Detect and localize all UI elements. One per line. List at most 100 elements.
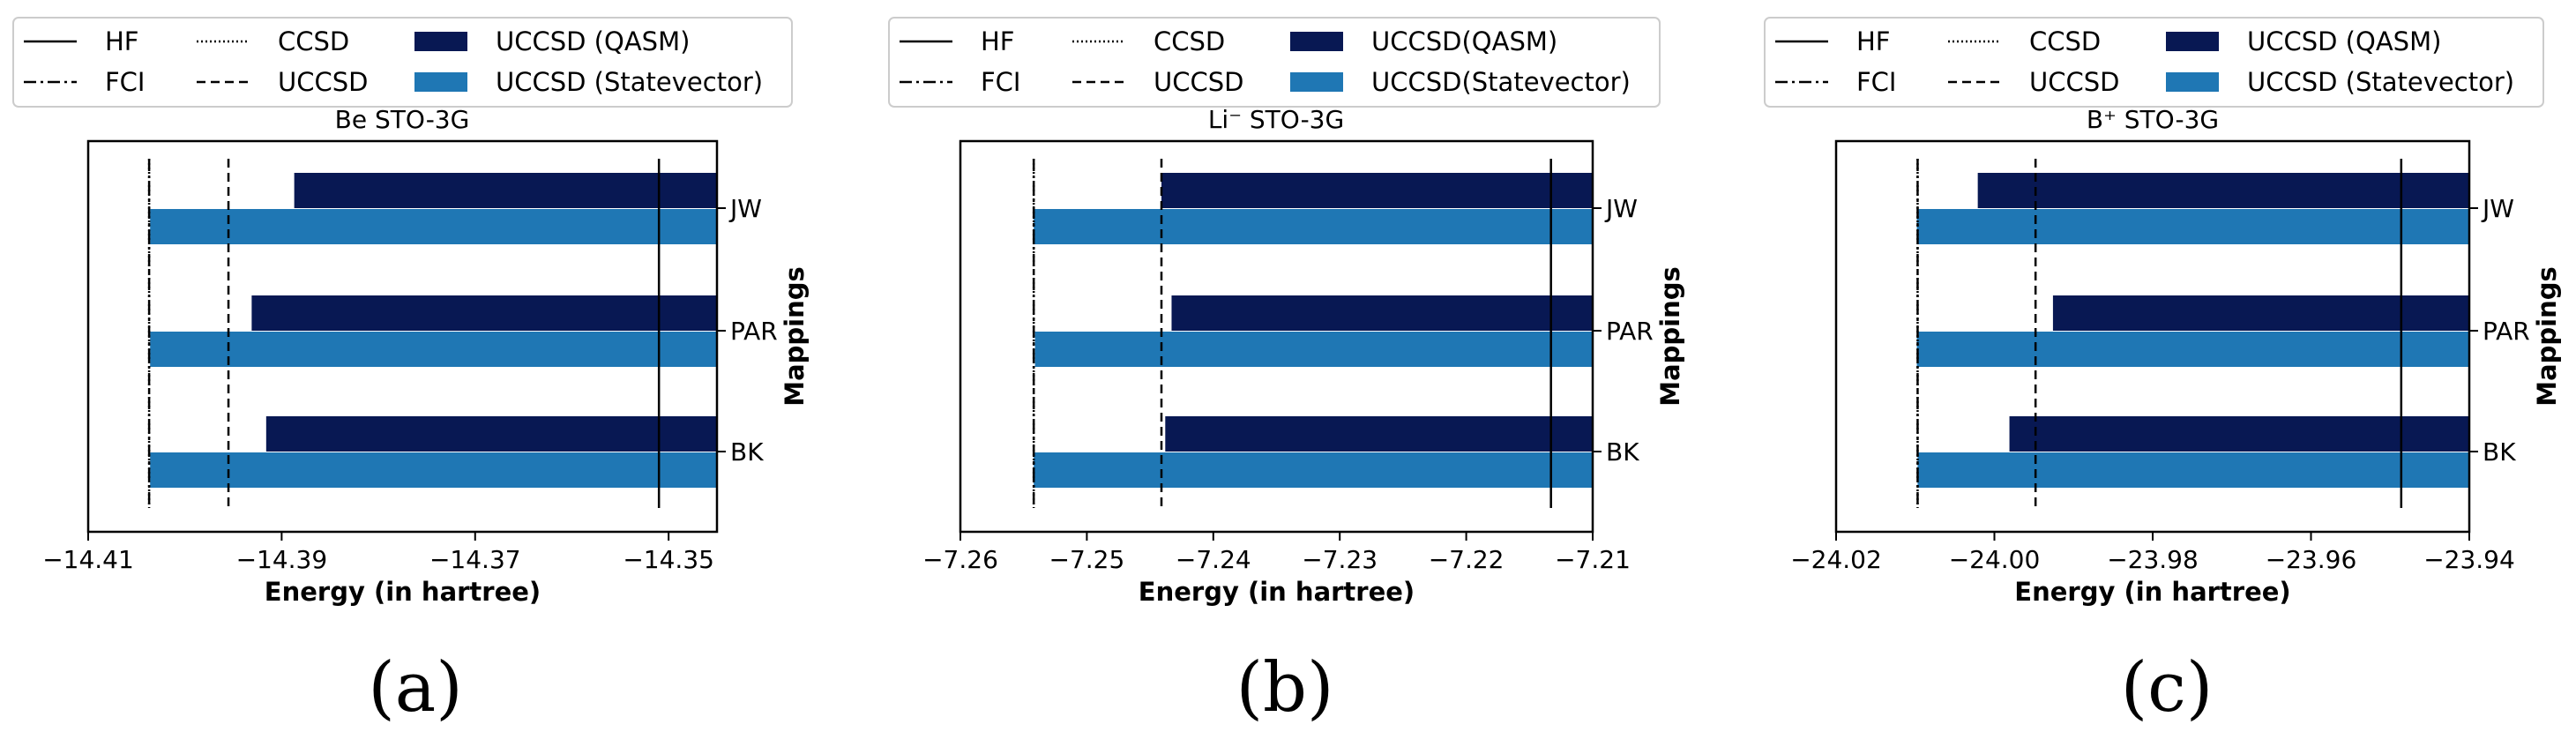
legend-entry-uccsd: UCCSD [197,67,368,97]
bar-statevector-bk [1034,452,1593,488]
legend-label-qasm: UCCSD(QASM) [1371,26,1557,56]
legend: HF FCI CCSD UCCSD UCCSD(QASM) UCCSD(Statevect… [888,17,1661,108]
y-tick-label-jw: JW [1604,194,1638,223]
y-tick-label-par: PAR [730,317,778,346]
legend-frame [1764,17,2544,108]
bar-qasm-bk [1165,416,1593,452]
x-axis-label: Energy (in hartree) [265,577,541,607]
bar-statevector-par [1916,332,2469,367]
legend-swatch-statevector [414,72,467,92]
legend-label-ccsd: CCSD [1154,26,1225,56]
x-tick-label: −23.98 [2107,545,2199,574]
legend-entry-ccsd: CCSD [1948,26,2101,56]
legend-entry-hf: HF [1775,26,1891,56]
legend: HF FCI CCSD UCCSD UCCSD (QASM) UCCSD (Stateve… [1764,17,2544,108]
y-tick-label-jw: JW [2481,194,2514,223]
panel-label: (b) [1236,648,1334,728]
legend-label-qasm: UCCSD (QASM) [2247,26,2441,56]
legend-entry-uccsd: UCCSD [1072,67,1243,97]
legend-entry-statevector: UCCSD (Statevector) [2166,67,2514,97]
legend-swatch-statevector [1290,72,1343,92]
legend-label-hf: HF [981,26,1015,56]
bar-qasm-bk [2009,416,2469,452]
legend-entry-qasm: UCCSD (QASM) [414,26,690,56]
x-tick-label: −24.02 [1790,545,1882,574]
legend-swatch-qasm [414,32,467,51]
bar-qasm-bk [265,416,717,452]
bar-qasm-jw [1977,173,2469,208]
legend-entry-fci: FCI [1775,67,1896,97]
legend-label-statevector: UCCSD(Statevector) [1371,67,1631,97]
y-tick-label-jw: JW [728,194,762,223]
chart-title: Be STO-3G [335,105,470,134]
legend-entry-uccsd: UCCSD [1948,67,2119,97]
legend-label-statevector: UCCSD (Statevector) [496,67,763,97]
legend-entry-hf: HF [24,26,139,56]
x-tick-label: −14.41 [42,545,134,574]
y-tick-label-bk: BK [1606,437,1639,467]
x-axis-label: Energy (in hartree) [1139,577,1415,607]
plot-frame [86,139,719,534]
legend-entry-hf: HF [900,26,1015,56]
panel-label: (c) [2121,648,2214,728]
legend-frame [12,17,793,108]
legend-label-fci: FCI [105,67,145,97]
legend-label-hf: HF [1856,26,1891,56]
legend-label-ccsd: CCSD [2029,26,2101,56]
bar-qasm-par [1171,295,1593,331]
y-axis-label: Mappings [780,266,810,407]
legend-frame [888,17,1661,108]
bar-statevector-jw [1916,209,2469,244]
y-tick-label-bk: BK [730,437,764,467]
legend-label-uccsd: UCCSD [278,67,368,97]
legend-swatch-statevector [2166,72,2219,92]
legend-label-fci: FCI [1856,67,1896,97]
legend-entry-ccsd: CCSD [1072,26,1225,56]
x-tick-label: −23.94 [2423,545,2515,574]
legend-label-hf: HF [105,26,139,56]
chart-panel-c: HF FCI CCSD UCCSD UCCSD (QASM) UCCSD (Stateve… [1764,17,2562,728]
legend-label-ccsd: CCSD [278,26,349,56]
x-tick-label: −14.35 [623,545,714,574]
legend-label-uccsd: UCCSD [2029,67,2119,97]
chart-title: B⁺ STO-3G [2087,105,2219,134]
legend: HF FCI CCSD UCCSD UCCSD (QASM) UCCSD (Stateve… [12,17,793,108]
bar-statevector-par [1034,332,1593,367]
x-tick-label: −7.22 [1429,545,1505,574]
bar-statevector-par [150,332,718,367]
chart-panel-a: HF FCI CCSD UCCSD UCCSD (QASM) UCCSD (Stateve… [12,17,810,728]
x-tick-label: −7.26 [922,545,998,574]
bar-statevector-jw [150,209,718,244]
y-axis-label: Mappings [1655,266,1685,407]
legend-entry-statevector: UCCSD (Statevector) [414,67,763,97]
legend-entry-fci: FCI [24,67,145,97]
bar-qasm-jw [1161,173,1593,208]
legend-entry-fci: FCI [900,67,1020,97]
legend-entry-qasm: UCCSD (QASM) [2166,26,2441,56]
x-tick-label: −7.25 [1049,545,1124,574]
y-tick-label-par: PAR [2483,317,2530,346]
y-tick-label-bk: BK [2483,437,2516,467]
bar-qasm-par [251,295,717,331]
chart-panel-b: HF FCI CCSD UCCSD UCCSD(QASM) UCCSD(Statevect… [888,17,1685,728]
x-tick-label: −7.24 [1176,545,1251,574]
legend-swatch-qasm [1290,32,1343,51]
legend-label-qasm: UCCSD (QASM) [496,26,690,56]
legend-entry-ccsd: CCSD [197,26,349,56]
bar-qasm-jw [294,173,717,208]
bar-qasm-par [2052,295,2469,331]
legend-label-statevector: UCCSD (Statevector) [2247,67,2514,97]
plot-frame [959,139,1594,534]
x-tick-label: −7.23 [1302,545,1378,574]
bar-statevector-jw [1034,209,1593,244]
y-tick-label-par: PAR [1606,317,1654,346]
x-tick-label: −24.00 [1949,545,2041,574]
y-axis-label: Mappings [2532,266,2562,407]
legend-entry-statevector: UCCSD(Statevector) [1290,67,1631,97]
legend-entry-qasm: UCCSD(QASM) [1290,26,1557,56]
legend-label-fci: FCI [981,67,1020,97]
x-axis-label: Energy (in hartree) [2014,577,2290,607]
bar-statevector-bk [1917,452,2469,488]
x-tick-label: −14.39 [236,545,328,574]
